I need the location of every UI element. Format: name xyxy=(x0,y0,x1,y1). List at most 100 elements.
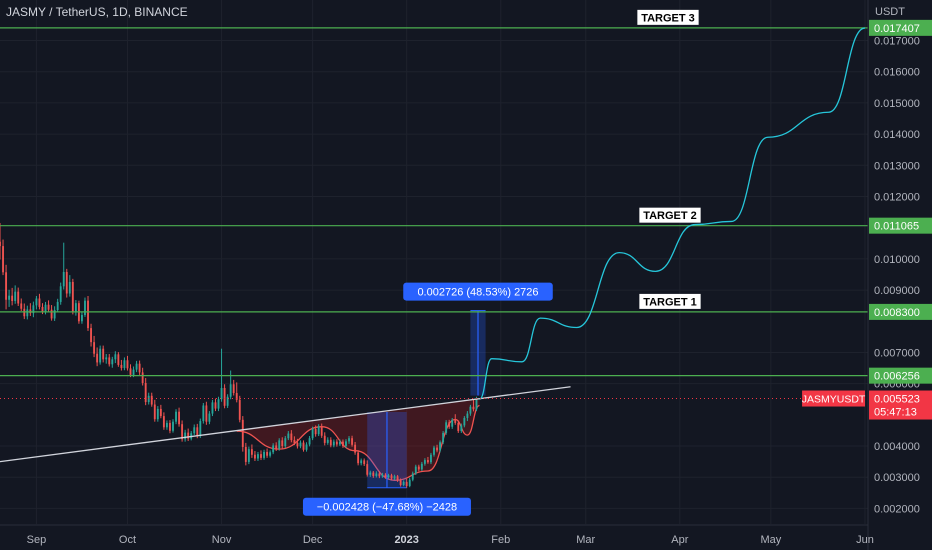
candle-body xyxy=(14,291,17,301)
candle xyxy=(238,395,241,423)
candle xyxy=(162,412,165,430)
candle xyxy=(247,446,250,465)
candle-body xyxy=(423,460,426,464)
current-price-countdown: 05:47:13 xyxy=(874,407,917,419)
candle xyxy=(193,424,196,436)
candle-body xyxy=(314,428,317,435)
candle-body xyxy=(475,398,478,410)
candle-body xyxy=(17,291,20,304)
candle-body xyxy=(420,463,423,470)
candle-body xyxy=(448,422,451,427)
level-price-badge-text: 0.006256 xyxy=(874,371,920,383)
candle-body xyxy=(202,405,205,422)
target-label-text: TARGET 2 xyxy=(643,210,697,222)
candle-body xyxy=(199,421,202,437)
candle xyxy=(348,436,350,444)
projection-path xyxy=(478,27,866,400)
time-tick-label: Sep xyxy=(27,534,47,546)
target-label-box xyxy=(639,207,701,223)
candle-body xyxy=(266,451,269,456)
candle-body xyxy=(150,395,153,405)
candle-body xyxy=(87,300,89,329)
candle-body xyxy=(390,475,393,479)
candle-body xyxy=(253,454,256,459)
candle-body xyxy=(187,432,190,439)
candle-body xyxy=(287,433,290,439)
candle-body xyxy=(311,428,314,439)
candle xyxy=(141,367,144,386)
candle xyxy=(129,364,132,378)
candle xyxy=(156,406,159,422)
candle xyxy=(62,242,65,290)
candle-body xyxy=(293,440,296,443)
candle xyxy=(181,420,184,442)
candle-body xyxy=(108,357,111,365)
candle xyxy=(96,347,99,367)
candle xyxy=(81,311,83,324)
candle xyxy=(102,345,105,363)
candle xyxy=(326,437,329,445)
candle xyxy=(442,431,445,445)
time-tick-label: 2023 xyxy=(394,534,418,546)
candle xyxy=(287,431,290,441)
candle xyxy=(272,443,275,455)
candle xyxy=(320,423,323,438)
candle-body xyxy=(338,441,341,445)
candle xyxy=(144,378,147,406)
candle xyxy=(360,458,363,466)
candle-body xyxy=(11,295,14,301)
candle-body xyxy=(257,454,259,459)
candle-body xyxy=(360,460,363,464)
candle-body xyxy=(278,440,281,449)
candle xyxy=(126,355,129,371)
time-tick-label: Feb xyxy=(491,534,510,546)
level-price-badge-3: 0.008300 xyxy=(869,303,932,320)
candle-body xyxy=(357,452,360,464)
candle-body xyxy=(29,309,32,314)
candle-body xyxy=(414,466,417,474)
candle xyxy=(169,420,171,434)
candle xyxy=(290,430,293,443)
symbol-title[interactable]: JASMY / TetherUS, 1D, BINANCE xyxy=(6,5,188,19)
candle xyxy=(250,444,253,458)
candle-body xyxy=(402,481,405,486)
candle-body xyxy=(442,432,445,443)
candle-body xyxy=(105,357,108,360)
candle xyxy=(375,471,378,478)
candle-body xyxy=(439,442,442,451)
candle xyxy=(117,352,120,367)
candle xyxy=(235,382,238,403)
candle-body xyxy=(114,354,117,360)
candle xyxy=(387,473,390,479)
candle xyxy=(226,394,229,408)
candle xyxy=(335,439,338,447)
candle xyxy=(114,351,117,364)
target-label-text: TARGET 1 xyxy=(643,296,697,308)
candle xyxy=(351,435,353,447)
candle xyxy=(430,452,432,465)
price-tick-label: 0.010000 xyxy=(874,254,920,266)
candle xyxy=(93,335,96,358)
candle xyxy=(445,420,448,435)
candle xyxy=(253,451,256,461)
candle xyxy=(165,420,168,430)
candle-body xyxy=(81,315,83,322)
candle xyxy=(229,370,232,400)
candle xyxy=(99,345,102,365)
candle-body xyxy=(244,446,247,462)
candle xyxy=(17,287,20,306)
current-price-value: 0.005523 xyxy=(874,394,920,406)
candle-body xyxy=(345,441,347,447)
candle-body xyxy=(451,419,454,427)
price-tick-label: 0.015000 xyxy=(874,98,920,110)
candle xyxy=(369,470,372,477)
time-tick-label: Mar xyxy=(576,534,595,546)
candle-body xyxy=(220,388,223,400)
candle-body xyxy=(238,399,241,420)
candle-body xyxy=(74,303,77,312)
level-price-badge-box xyxy=(869,303,932,320)
candle-body xyxy=(214,402,217,409)
candle xyxy=(38,293,41,310)
candle-body xyxy=(260,454,262,458)
